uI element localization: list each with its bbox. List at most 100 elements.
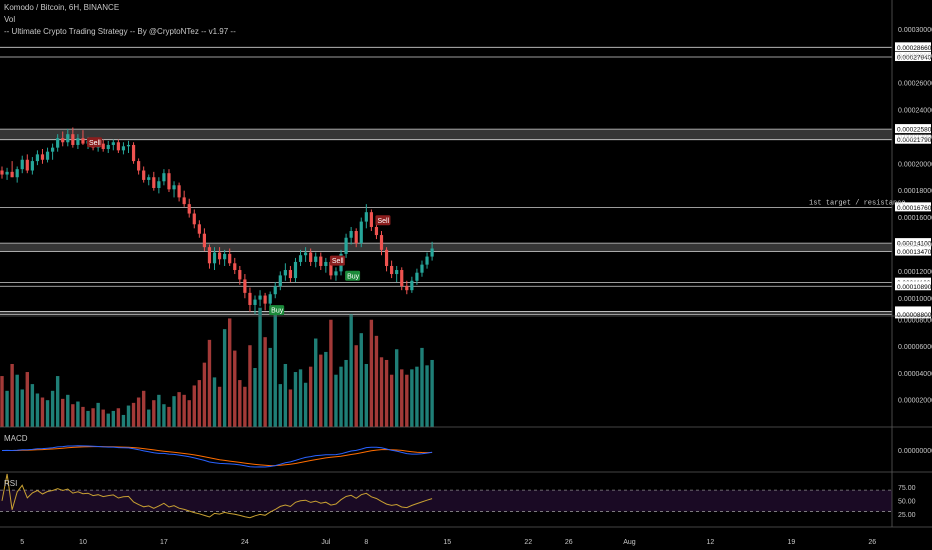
candle-body xyxy=(384,249,389,266)
signal-label: Sell xyxy=(377,218,389,225)
time-tick-label: 26 xyxy=(868,539,876,546)
volume-bar xyxy=(187,400,191,427)
volume-bar xyxy=(55,376,60,427)
volume-bar xyxy=(379,357,384,427)
candle-body xyxy=(288,270,293,279)
candle-body xyxy=(243,279,247,293)
volume-bar xyxy=(389,374,394,427)
rsi-band xyxy=(0,490,892,512)
candle-body xyxy=(400,270,404,287)
candle-body xyxy=(374,226,379,236)
candle-body xyxy=(420,264,424,273)
volume-bar xyxy=(217,386,222,427)
candle-body xyxy=(20,159,24,170)
volume-bar xyxy=(319,354,323,427)
level-tag-label: 0.00027940 xyxy=(897,55,932,62)
volume-bar xyxy=(238,380,242,427)
signal-sell: Sell xyxy=(87,137,103,148)
level-zone xyxy=(0,243,892,252)
level-tag-label: 0.00010890 xyxy=(897,284,932,291)
candle-body xyxy=(116,142,120,151)
volume-tick-label: 0.00006000 xyxy=(898,344,932,351)
level-zone xyxy=(0,129,892,140)
volume-bar xyxy=(258,307,262,427)
macd-pane xyxy=(1,445,433,468)
volume-bar xyxy=(233,350,237,427)
candle-body xyxy=(51,147,55,152)
candle-body xyxy=(126,144,131,147)
volume-bar xyxy=(222,329,227,427)
volume-tick-label: 0.00004000 xyxy=(898,371,932,378)
volume-bar xyxy=(15,374,19,427)
candle-body xyxy=(157,181,161,188)
volume-bar xyxy=(248,345,252,427)
volume-bar xyxy=(167,406,171,427)
candle-body xyxy=(162,173,166,182)
volume-bar xyxy=(268,347,272,427)
volume-bar xyxy=(415,366,419,427)
candle-body xyxy=(223,253,227,260)
signal-label: Buy xyxy=(347,273,360,280)
volume-bar xyxy=(5,390,9,427)
time-tick-label: 10 xyxy=(79,539,87,546)
candle-body xyxy=(334,271,338,276)
candle-body xyxy=(61,138,65,143)
price-tick-label: 0.00016000 xyxy=(898,215,932,222)
volume-bar xyxy=(45,400,50,427)
volume-bar xyxy=(374,335,379,427)
volume-bar xyxy=(288,389,293,427)
level-tag-label: 0.00014100 xyxy=(897,241,932,248)
signal-badges: Sell Buy Sell Buy Sell xyxy=(87,137,391,316)
candle-body xyxy=(182,197,186,205)
volume-bar xyxy=(136,397,141,427)
volume-bar xyxy=(141,390,146,427)
volume-bar xyxy=(40,397,45,427)
volume-bar xyxy=(243,386,247,427)
volume-bar xyxy=(425,365,429,427)
level-tag-label: 0.00028660 xyxy=(897,45,932,52)
price-tick-label: 0.00020000 xyxy=(898,161,932,168)
candle-body xyxy=(324,261,328,266)
time-tick-label: 8 xyxy=(364,539,368,546)
candle-body xyxy=(66,134,70,143)
level-tag xyxy=(895,238,931,248)
candle-body xyxy=(202,233,206,248)
volume-bar xyxy=(147,409,151,427)
candle-body xyxy=(283,270,287,276)
volume-bar xyxy=(339,366,343,427)
volume-bar xyxy=(50,390,55,427)
candle-body xyxy=(263,295,267,304)
macd-line xyxy=(1,445,433,468)
volume-bar xyxy=(25,372,29,427)
target-note: 1st target / resistance xyxy=(809,199,906,207)
price-tick-label: 0.00026000 xyxy=(898,81,932,88)
volume-tick-label: 0.00008000 xyxy=(898,317,932,324)
candle-body xyxy=(207,247,212,264)
price-tick-label: 0.00028000 xyxy=(898,54,932,61)
volume-bar xyxy=(111,410,116,427)
candle-body xyxy=(415,272,419,281)
candle-body xyxy=(293,261,298,279)
volume-bar xyxy=(228,318,232,427)
volume-bar xyxy=(202,362,207,427)
candle-body xyxy=(238,270,242,280)
macd-tick-label: 0.00000000 xyxy=(898,448,932,455)
volume-bar xyxy=(126,405,131,427)
candle-body xyxy=(364,212,368,222)
signal-badge xyxy=(269,305,285,316)
time-tick-label: Jul xyxy=(321,539,330,546)
volume-bar xyxy=(0,376,4,427)
candle-body xyxy=(131,144,136,162)
volume-bar xyxy=(182,394,186,427)
volume-bar xyxy=(86,410,90,427)
rsi-label: RSI xyxy=(4,479,18,488)
level-tag xyxy=(895,134,931,144)
volume-bar xyxy=(293,372,298,427)
macd-label: MACD xyxy=(4,434,28,443)
price-tick-label: 0.00012000 xyxy=(898,269,932,276)
volume-bar xyxy=(314,338,318,427)
volume-bar xyxy=(298,369,303,427)
level-tag-label: 0.00013470 xyxy=(897,249,932,256)
signal-sell: Sell xyxy=(329,255,345,266)
